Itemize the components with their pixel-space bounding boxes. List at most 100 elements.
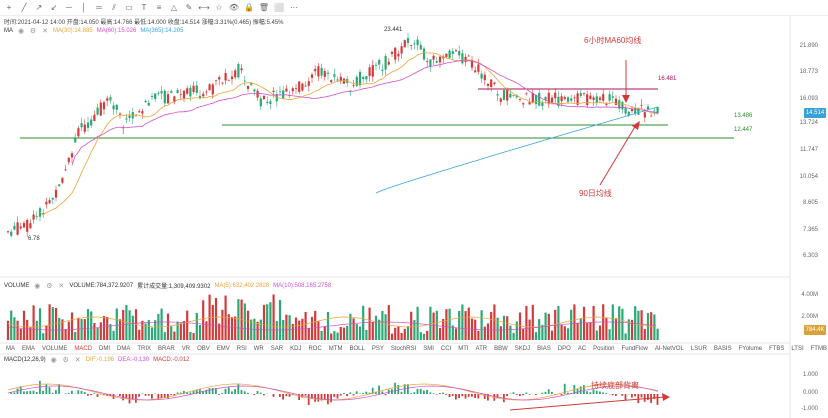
tab-vr[interactable]: VR [181, 346, 191, 352]
candle-body [643, 112, 646, 118]
tab-stochrsi[interactable]: StochRSI [390, 346, 417, 352]
gear-icon[interactable]: ⚙ [29, 28, 37, 35]
tab-dpo[interactable]: DPO [557, 346, 571, 352]
candle-body [589, 95, 592, 100]
tab-fundflow[interactable]: FundFlow [621, 346, 648, 352]
volume-bar [589, 322, 592, 340]
eye-icon[interactable]: ◉ [17, 28, 25, 35]
gear-icon[interactable]: ⚙ [62, 357, 69, 364]
tab-basis[interactable]: BASIS [713, 346, 732, 352]
volume-bar [109, 324, 112, 340]
tab-skdj[interactable]: SKDJ [514, 346, 531, 352]
eye-icon[interactable]: 👁 [228, 3, 240, 12]
tab-trix[interactable]: TRIX [137, 346, 152, 352]
candle-body [202, 93, 205, 97]
volume-bar [269, 302, 272, 340]
more-icon[interactable]: ⋯ [290, 3, 298, 12]
hline-icon[interactable]: ─ [66, 3, 72, 12]
lock-icon[interactable]: 🔒 [244, 3, 254, 12]
brush-icon[interactable]: ✎ [185, 3, 193, 12]
volume-bar [547, 313, 550, 340]
volume-bar [298, 320, 301, 340]
macd-bar [224, 388, 227, 394]
candle-body [211, 84, 214, 95]
triangle-icon[interactable]: △ [170, 3, 178, 12]
volume-bar [19, 328, 22, 340]
crosshair-icon[interactable]: + [6, 3, 12, 12]
tab-brar[interactable]: BRAR [158, 346, 175, 352]
tab-emv[interactable]: EMV [216, 346, 230, 352]
macd-bar [259, 392, 262, 394]
volume-bar [563, 326, 566, 340]
tab-dmi[interactable]: DMI [99, 346, 111, 352]
window-icon[interactable]: ⬜ [274, 3, 284, 12]
volume-bar [499, 326, 502, 340]
candle-body [192, 85, 195, 93]
ray-icon[interactable]: ↗ [35, 3, 43, 12]
tab-cci[interactable]: CCI [440, 346, 452, 352]
arrow-icon[interactable]: ↙ [50, 3, 58, 12]
candle-body [515, 95, 518, 98]
tab-smi[interactable]: SMI [423, 346, 434, 352]
tab-mti[interactable]: MTI [458, 346, 469, 352]
tab-ftmb[interactable]: FTMB [810, 346, 827, 352]
tab-rsi[interactable]: RSI [236, 346, 247, 352]
fib-icon[interactable]: ≡ [156, 3, 162, 12]
tab-ma[interactable]: MA [6, 346, 15, 352]
channel-icon[interactable]: ⫽ [112, 2, 116, 12]
close-icon[interactable]: ✕ [58, 282, 65, 290]
text-icon[interactable]: T [141, 3, 147, 12]
candle-body [29, 223, 32, 229]
tab-lsur[interactable]: LSUR [690, 346, 707, 352]
macd-bar [371, 387, 374, 394]
vline-icon[interactable]: │ [81, 3, 87, 12]
tab-volume[interactable]: VOLUME [42, 346, 68, 352]
rect-icon[interactable]: ▭ [125, 3, 133, 12]
candle-body [352, 85, 355, 87]
tab-roc[interactable]: ROC [308, 346, 322, 352]
ruler-icon[interactable]: ⟷ [198, 3, 210, 12]
volume-ma5-label: MA(5):632,402.2828 [214, 282, 270, 289]
tab-bias[interactable]: BIAS [537, 346, 551, 352]
line-icon[interactable]: ╱ [21, 3, 27, 12]
volume-bar [483, 326, 486, 340]
candle-body [384, 55, 387, 70]
volume-bar [237, 299, 240, 340]
macd-bar [605, 392, 608, 394]
tab-ftbs[interactable]: FTBS [769, 346, 785, 352]
tab-boll[interactable]: BOLL [349, 346, 365, 352]
macd-bar [327, 394, 329, 405]
tab-obv[interactable]: OBV [197, 346, 210, 352]
macd-bar [471, 394, 473, 397]
tab-sar[interactable]: SAR [270, 346, 284, 352]
tab-ltsi[interactable]: LTSI [791, 346, 804, 352]
tab-kdj[interactable]: KDJ [290, 346, 302, 352]
tab-mtm[interactable]: MTM [328, 346, 343, 352]
tab-macd[interactable]: MACD [74, 346, 93, 352]
close-icon[interactable]: ✕ [42, 28, 48, 35]
tab-psy[interactable]: PSY [371, 346, 384, 352]
close-icon[interactable]: ✕ [74, 357, 81, 364]
candle-body [646, 106, 650, 110]
eye-icon[interactable]: ◉ [34, 282, 41, 290]
eye-icon[interactable]: ◉ [50, 357, 57, 364]
tab-ac[interactable]: AC [577, 346, 587, 352]
tab-fyolume[interactable]: FYolume [738, 346, 763, 352]
parallel-icon[interactable]: ═ [96, 3, 102, 12]
volume-bar [490, 311, 493, 340]
volume-bar [384, 314, 387, 340]
candle-body [461, 53, 464, 64]
tab-position[interactable]: Position [593, 346, 615, 352]
tab-ai-netvol[interactable]: AI-NetVOL [654, 346, 684, 352]
star-icon[interactable]: ☆ [215, 3, 223, 12]
trash-icon[interactable]: 🗑 [258, 3, 270, 12]
tab-wr[interactable]: WR [253, 346, 264, 352]
tab-dma[interactable]: DMA [117, 346, 131, 352]
gear-icon[interactable]: ⚙ [46, 282, 53, 290]
tab-ema[interactable]: EMA [22, 346, 36, 352]
tab-bbw[interactable]: BBW [494, 346, 508, 352]
candle-body [429, 59, 432, 67]
tab-atr[interactable]: ATR [475, 346, 488, 352]
volume-bar [166, 313, 170, 340]
